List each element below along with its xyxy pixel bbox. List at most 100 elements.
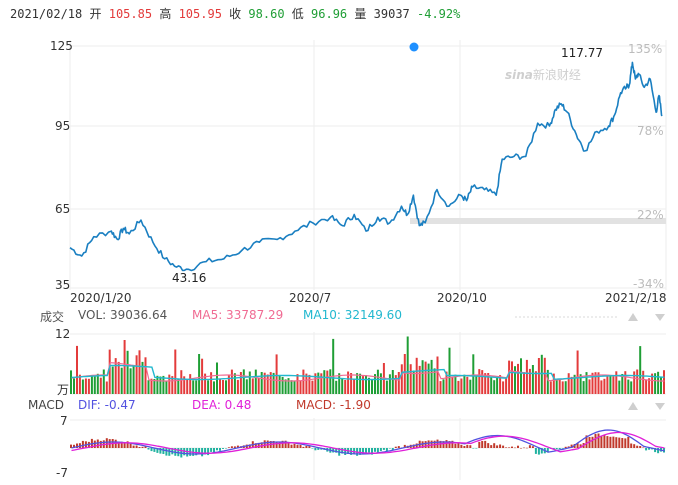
volume-bar [159, 376, 162, 394]
gridlines [69, 40, 667, 480]
volume-bar [397, 372, 400, 394]
macd-bar [138, 447, 141, 448]
volume-bar [335, 380, 338, 394]
volume-bar [406, 336, 409, 394]
macd-bar [186, 448, 189, 457]
volume-bar [284, 379, 287, 394]
macd-bar [135, 445, 138, 448]
volume-bar [186, 379, 189, 394]
volume-bar [555, 378, 558, 394]
volume-bars [70, 336, 665, 394]
volume-bar [606, 374, 609, 394]
volume-bar [448, 347, 451, 394]
volume-bar [320, 373, 323, 394]
macd-bar [454, 443, 457, 448]
ma10-line [71, 364, 665, 381]
macd-bar [263, 440, 266, 448]
volume-bar [245, 379, 248, 394]
macd-bar [525, 447, 528, 449]
macd-bar [645, 448, 648, 451]
volume-bar [639, 346, 642, 394]
volume-bar [368, 377, 370, 394]
macd-bar [523, 447, 525, 449]
macd-bar [618, 437, 621, 448]
volume-bar [642, 370, 645, 394]
macd-bar [463, 446, 466, 448]
ma10-legend: MA10: 32149.60 [303, 308, 402, 322]
macd-bar [391, 448, 394, 450]
macd-bar [371, 448, 373, 455]
macd-bar [442, 441, 445, 448]
macd-bar [585, 435, 588, 448]
volume-bar [195, 380, 198, 394]
macd-bar [123, 442, 126, 448]
macd-bar [165, 448, 168, 456]
volume-bar [388, 374, 391, 394]
macd-bar [293, 443, 296, 448]
volume-bar [275, 354, 278, 394]
macd-bar [567, 446, 570, 448]
macd-bar [466, 444, 469, 448]
macd-bar [615, 437, 618, 448]
macd-bar [630, 443, 633, 448]
volume-bar [353, 379, 356, 394]
volume-bar [657, 371, 660, 394]
macd-bar [397, 446, 400, 448]
volume-bar [272, 372, 275, 394]
volume-bar [299, 380, 302, 394]
volume-bar [433, 368, 436, 394]
macd-bar [150, 448, 153, 452]
macd-bar [403, 444, 406, 448]
macd-bar [642, 447, 645, 448]
close-label: 收 [229, 7, 242, 21]
volume-bar [84, 378, 87, 394]
macd-bar [609, 436, 612, 448]
macd-bar [394, 446, 397, 448]
x-tick-2020-1-20: 2020/1/20 [70, 291, 132, 305]
macd-bar [484, 440, 487, 448]
macd-bar [558, 448, 561, 449]
volume-bar [222, 380, 224, 394]
macd-bar [448, 441, 451, 448]
volume-bar [108, 349, 111, 394]
macd-bar [335, 448, 338, 453]
volume-bar [537, 358, 540, 394]
volume-bar [552, 373, 555, 394]
volume-bar [359, 373, 362, 394]
volume-bar [466, 376, 469, 394]
volume-bar [379, 373, 382, 394]
macd-bar [93, 440, 96, 448]
open-label: 开 [89, 7, 102, 21]
volume-bar [505, 378, 508, 394]
volume-bar [612, 376, 615, 394]
volume-bar [385, 380, 388, 394]
volume-bar [430, 359, 433, 394]
macd-bar [597, 433, 600, 448]
event-marker-dot[interactable] [409, 42, 419, 52]
quote-date: 2021/02/18 [10, 7, 83, 21]
volume-bar [141, 361, 144, 394]
macd-bar [537, 448, 540, 455]
volume-bar [427, 363, 430, 394]
macd-bar [132, 445, 135, 448]
volume-bar [290, 380, 293, 394]
macd-bar [201, 448, 204, 457]
macd-bar [445, 440, 448, 448]
volume-bar [391, 370, 394, 394]
macd-bar [528, 445, 531, 448]
volume-bar [418, 365, 421, 394]
macd-bar [314, 448, 317, 451]
volume-bar [70, 370, 72, 394]
macd-tick-7: 7 [60, 414, 68, 428]
macd-bar [531, 446, 534, 448]
volume-bar [332, 338, 335, 394]
macd-bar [207, 448, 210, 456]
panel-scroll-arrows[interactable] [628, 313, 665, 410]
x-tick-2020-10: 2020/10 [437, 291, 487, 305]
macd-bar [469, 445, 472, 448]
volume-bar [633, 371, 636, 394]
volume-bar [362, 376, 364, 394]
pct-tick-22: 22% [637, 208, 664, 222]
volume-bar [469, 379, 472, 394]
